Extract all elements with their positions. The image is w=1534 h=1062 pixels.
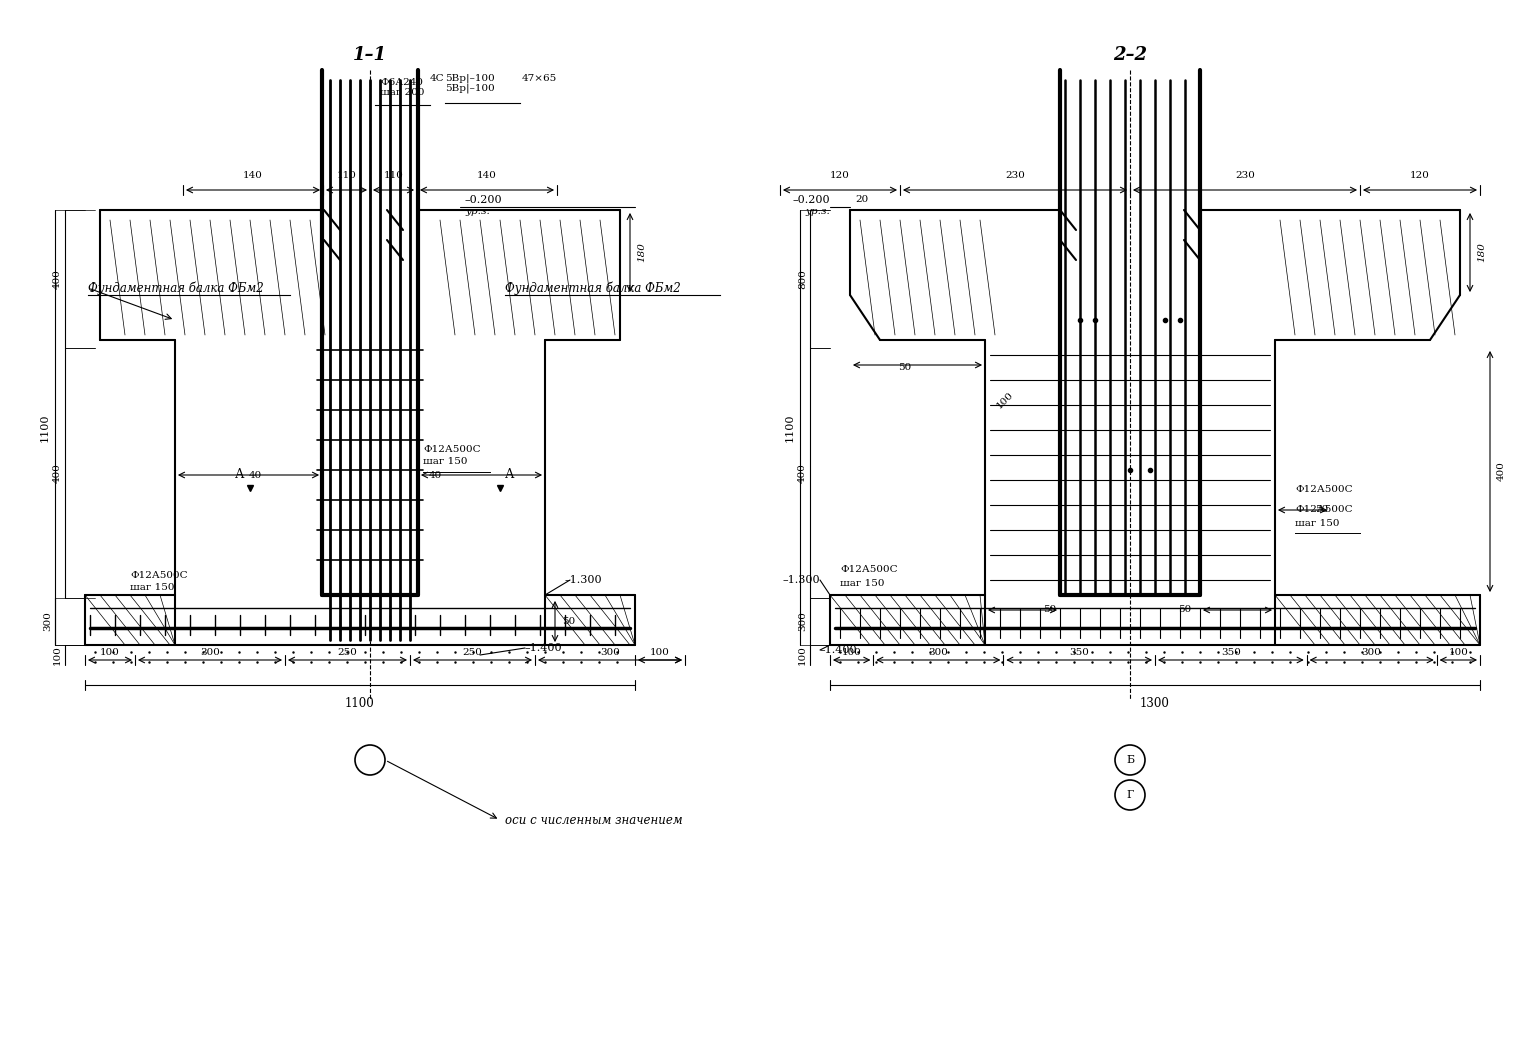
Text: 300: 300 <box>43 612 52 632</box>
Text: шаг 150: шаг 150 <box>841 579 885 587</box>
Text: 140: 140 <box>242 171 262 179</box>
Text: 300: 300 <box>600 648 620 657</box>
Text: шаг 150: шаг 150 <box>1295 518 1339 528</box>
Text: 50: 50 <box>561 617 575 627</box>
Text: шаг 150: шаг 150 <box>423 458 468 466</box>
Text: –0.200: –0.200 <box>793 195 830 205</box>
Text: 20: 20 <box>854 195 868 205</box>
Text: 50: 50 <box>1178 605 1192 615</box>
Text: 120: 120 <box>1410 171 1430 179</box>
Text: 4С: 4С <box>430 74 445 83</box>
Text: 350: 350 <box>1221 648 1241 657</box>
Text: Фундаментная балка ФБм2: Фундаментная балка ФБм2 <box>505 281 681 295</box>
Text: 400: 400 <box>1497 461 1506 481</box>
Text: А: А <box>505 468 515 481</box>
Text: 40: 40 <box>428 470 442 480</box>
Text: –0.200: –0.200 <box>465 195 503 205</box>
Text: 300: 300 <box>928 648 948 657</box>
Text: ур.з.: ур.з. <box>805 207 830 217</box>
Text: 300: 300 <box>1362 648 1382 657</box>
Text: 230: 230 <box>1235 171 1255 179</box>
Text: Г: Г <box>1126 790 1134 800</box>
Text: оси с численным значением: оси с численным значением <box>505 813 683 826</box>
Text: 50: 50 <box>1315 506 1328 514</box>
Text: Б: Б <box>1126 755 1134 765</box>
Text: –1.400: –1.400 <box>821 645 858 655</box>
Text: –1.300: –1.300 <box>782 575 821 585</box>
Text: 300: 300 <box>199 648 219 657</box>
Text: Ф12А500С: Ф12А500С <box>1295 506 1353 514</box>
Text: 100: 100 <box>842 648 862 657</box>
Text: 5Вр|–100: 5Вр|–100 <box>445 84 495 93</box>
Text: 100: 100 <box>1448 648 1468 657</box>
Text: Ф12А500С: Ф12А500С <box>130 570 187 580</box>
Text: шаг 200: шаг 200 <box>380 88 425 97</box>
Text: 1–1: 1–1 <box>353 46 387 64</box>
Text: 120: 120 <box>830 171 850 179</box>
Text: 250: 250 <box>337 648 357 657</box>
Text: 180: 180 <box>1477 242 1486 262</box>
Text: 400: 400 <box>54 269 61 289</box>
Text: 50: 50 <box>899 363 911 373</box>
Text: 800: 800 <box>798 269 807 289</box>
Text: 180: 180 <box>637 242 646 262</box>
Text: 110: 110 <box>336 171 356 179</box>
Text: 1300: 1300 <box>1140 697 1170 710</box>
Text: 350: 350 <box>1069 648 1089 657</box>
Text: Ф12А500С: Ф12А500С <box>1295 485 1353 495</box>
Text: 5Вр|–100: 5Вр|–100 <box>445 73 495 83</box>
Text: Ф6А240: Ф6А240 <box>380 78 423 87</box>
Text: шаг 150: шаг 150 <box>130 583 175 593</box>
Text: 250: 250 <box>463 648 482 657</box>
Text: Фундаментная балка ФБм2: Фундаментная балка ФБм2 <box>87 281 264 295</box>
Text: А: А <box>235 468 245 481</box>
Text: Ф12А500С: Ф12А500С <box>423 445 480 455</box>
Text: 400: 400 <box>798 463 807 483</box>
Text: 1100: 1100 <box>40 413 51 442</box>
Text: ур.з.: ур.з. <box>465 207 489 217</box>
Text: 110: 110 <box>384 171 403 179</box>
Text: 100: 100 <box>994 390 1016 410</box>
Text: 2–2: 2–2 <box>1114 46 1147 64</box>
Text: 300: 300 <box>798 612 807 632</box>
Text: 100: 100 <box>100 648 120 657</box>
Text: 100: 100 <box>54 645 61 665</box>
Text: 140: 140 <box>477 171 497 179</box>
Text: 230: 230 <box>1005 171 1025 179</box>
Text: –1.300: –1.300 <box>565 575 603 585</box>
Text: 100: 100 <box>650 648 670 657</box>
Text: 50: 50 <box>1043 605 1057 615</box>
Text: Ф12А500С: Ф12А500С <box>841 565 897 575</box>
Text: 47×65: 47×65 <box>522 74 557 83</box>
Text: 40: 40 <box>249 470 262 480</box>
Text: 100: 100 <box>798 645 807 665</box>
Text: 1100: 1100 <box>345 697 374 710</box>
Text: –1.400: –1.400 <box>525 643 563 653</box>
Text: 1100: 1100 <box>785 413 795 442</box>
Text: 400: 400 <box>54 463 61 483</box>
